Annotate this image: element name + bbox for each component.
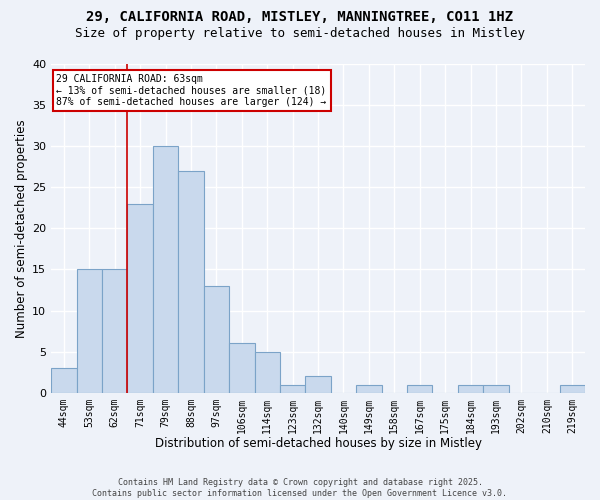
Bar — [356, 384, 382, 392]
Text: 29, CALIFORNIA ROAD, MISTLEY, MANNINGTREE, CO11 1HZ: 29, CALIFORNIA ROAD, MISTLEY, MANNINGTRE… — [86, 10, 514, 24]
Bar — [229, 344, 254, 392]
X-axis label: Distribution of semi-detached houses by size in Mistley: Distribution of semi-detached houses by … — [155, 437, 482, 450]
Text: Size of property relative to semi-detached houses in Mistley: Size of property relative to semi-detach… — [75, 28, 525, 40]
Bar — [305, 376, 331, 392]
Bar — [77, 270, 102, 392]
Bar — [407, 384, 433, 392]
Y-axis label: Number of semi-detached properties: Number of semi-detached properties — [15, 119, 28, 338]
Bar — [127, 204, 153, 392]
Bar — [254, 352, 280, 393]
Bar — [280, 384, 305, 392]
Text: Contains HM Land Registry data © Crown copyright and database right 2025.
Contai: Contains HM Land Registry data © Crown c… — [92, 478, 508, 498]
Text: 29 CALIFORNIA ROAD: 63sqm
← 13% of semi-detached houses are smaller (18)
87% of : 29 CALIFORNIA ROAD: 63sqm ← 13% of semi-… — [56, 74, 327, 107]
Bar — [102, 270, 127, 392]
Bar — [153, 146, 178, 392]
Bar — [51, 368, 77, 392]
Bar — [560, 384, 585, 392]
Bar — [178, 171, 203, 392]
Bar — [458, 384, 484, 392]
Bar — [203, 286, 229, 393]
Bar — [484, 384, 509, 392]
